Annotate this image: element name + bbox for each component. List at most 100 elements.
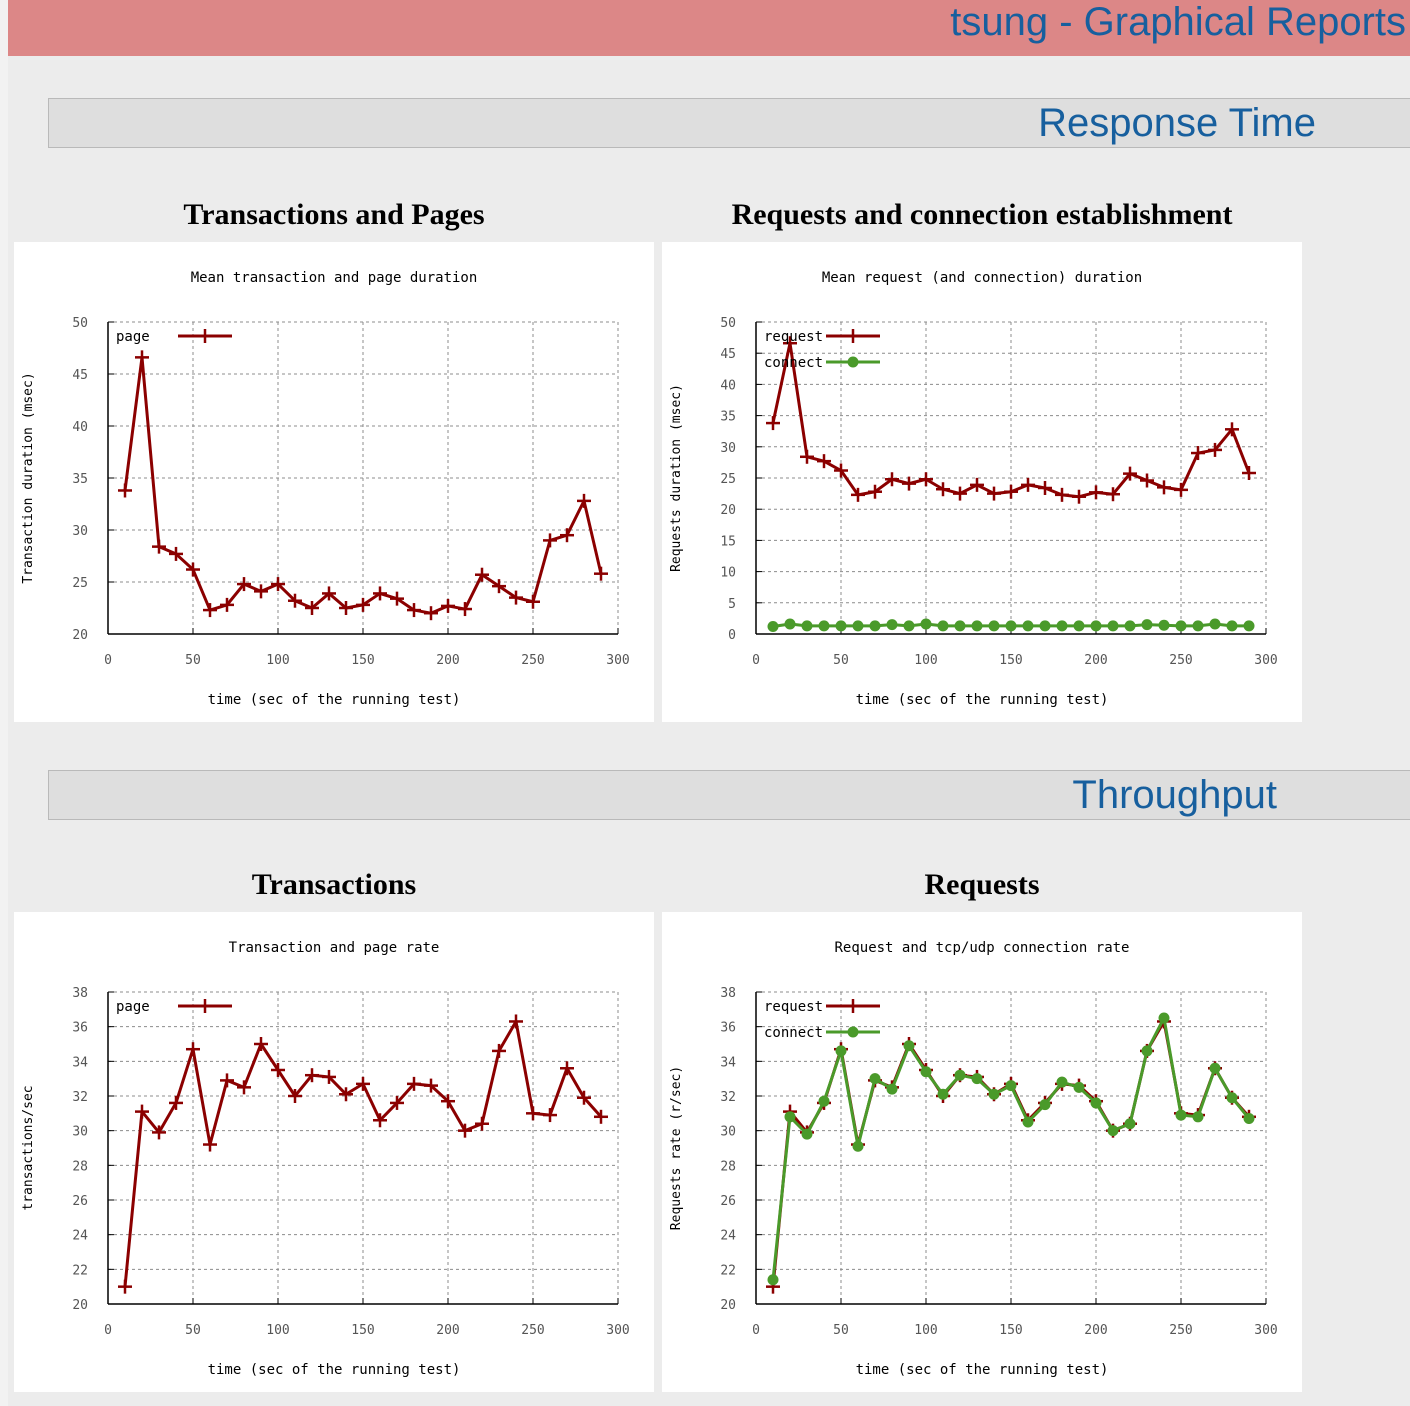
data-point-request [919,472,933,487]
legend-label-connect: connect [764,1025,823,1041]
y-tick-label: 0 [728,628,736,643]
x-tick-label: 250 [521,653,544,668]
section-bar-throughput: Throughput [48,770,1410,820]
x-tick-label: 200 [1084,1323,1107,1338]
x-tick-label: 250 [1169,653,1192,668]
data-point-page [203,1137,217,1152]
chart-panel-request-rate: Request and tcp/udp connection rate time … [662,912,1302,1392]
legend-label-page: page [116,329,150,345]
data-point-page [169,1095,183,1110]
data-point-request [1072,489,1086,504]
data-point-connect [1039,1099,1051,1111]
data-point-connect [920,1066,932,1078]
data-point-page [458,602,472,617]
data-point-connect [1005,620,1017,632]
data-point-page [594,1109,608,1124]
data-point-page [492,1043,506,1058]
x-tick-label: 50 [185,1323,201,1338]
data-point-connect [1175,1109,1187,1121]
x-axis-label: time (sec of the running test) [208,1362,461,1378]
data-point-connect [784,618,796,630]
y-tick-label: 20 [72,628,88,643]
x-tick-label: 150 [351,1323,374,1338]
data-point-request [1123,466,1137,481]
y-axis-label: Transaction duration (msec) [21,372,36,583]
x-tick-label: 300 [606,653,629,668]
chart-request-rate: Request and tcp/udp connection rate time … [669,940,1278,1378]
data-point-page [135,1104,149,1119]
data-point-connect [1124,620,1136,632]
y-tick-label: 30 [72,524,88,539]
data-point-request [817,454,831,469]
chart-title: Mean transaction and page duration [191,270,478,286]
data-point-connect [835,620,847,632]
data-point-connect [869,1073,881,1085]
data-point-page [118,1279,132,1294]
data-point-page [407,603,421,618]
data-point-page [186,562,200,577]
data-point-page [577,1090,591,1105]
data-point-page [373,1113,387,1128]
data-point-connect [988,620,1000,632]
data-point-page [390,1095,404,1110]
data-point-connect [1022,1116,1034,1128]
data-point-connect [1039,620,1051,632]
chart-title: Request and tcp/udp connection rate [834,940,1129,956]
x-tick-label: 250 [1169,1323,1192,1338]
data-point-connect [1090,620,1102,632]
data-point-connect [1090,1097,1102,1109]
x-tick-label: 100 [266,1323,289,1338]
y-tick-label: 24 [72,1229,88,1244]
x-tick-label: 200 [1084,653,1107,668]
data-point-connect [1226,1092,1238,1104]
data-point-request [987,486,1001,501]
data-point-request [1106,487,1120,502]
chart-heading-transactions: Transactions [251,868,417,901]
x-tick-label: 100 [266,653,289,668]
data-point-page [322,586,336,601]
data-point-page [441,1094,455,1109]
data-point-connect [937,620,949,632]
data-point-page [288,1089,302,1103]
section-title-throughput: Throughput [1072,773,1277,817]
x-tick-label: 100 [914,653,937,668]
y-tick-label: 34 [720,1055,736,1070]
data-point-page [390,591,404,606]
data-point-page [526,594,540,609]
data-point-connect [1141,619,1153,631]
y-tick-label: 26 [720,1194,736,1209]
data-point-connect [852,620,864,632]
data-point-request [1038,480,1052,495]
x-tick-label: 300 [1254,653,1277,668]
x-tick-label: 0 [752,1323,760,1338]
y-tick-label: 5 [728,597,736,612]
data-point-connect [903,620,915,632]
data-point-request [1208,442,1222,457]
data-point-connect [835,1045,847,1057]
data-point-page [543,1108,557,1123]
data-point-page [305,601,319,615]
chart-title: Transaction and page rate [229,940,440,956]
data-point-page [339,1087,353,1102]
data-point-request [1055,487,1069,502]
data-point-connect [1192,620,1204,632]
data-point-request [1174,482,1188,497]
y-tick-label: 36 [72,1021,88,1036]
data-point-request [800,449,814,464]
data-point-page [169,546,183,561]
y-axis-label: transactions/sec [21,1085,36,1210]
data-point-request [1140,473,1154,488]
y-tick-label: 30 [720,1125,736,1140]
x-tick-label: 50 [833,1323,849,1338]
data-point-page [271,577,285,592]
data-point-page [407,1076,421,1091]
data-point-page [288,593,302,608]
data-point-page [203,603,217,618]
data-point-connect [954,620,966,632]
data-point-page [237,577,251,592]
y-tick-label: 15 [720,534,736,549]
data-point-connect [1073,1081,1085,1093]
data-point-page [339,601,353,615]
data-point-connect [1158,1012,1170,1024]
data-point-request [953,486,967,501]
